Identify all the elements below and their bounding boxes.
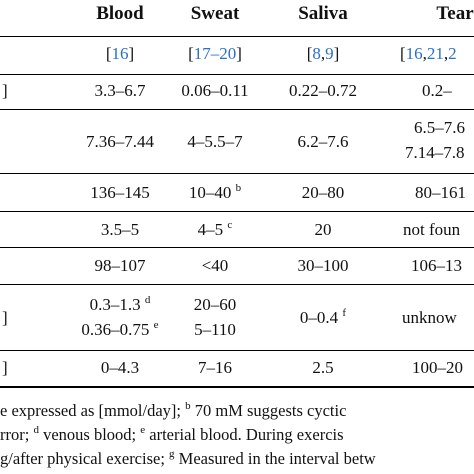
table-cell: not foun: [403, 220, 461, 239]
table-cell: 0.36–0.75 e: [60, 319, 180, 340]
column-header-sweat: Sweat: [190, 3, 240, 24]
table-cell: 3.3–6.7: [94, 81, 146, 100]
table-cell: 100–20: [412, 358, 463, 377]
ref-link[interactable]: 2: [448, 44, 457, 63]
cell-value: 0.36–0.75: [81, 320, 150, 339]
footnote-marker: b: [185, 400, 191, 412]
reference-saliva[interactable]: [8,9]: [306, 44, 340, 63]
table-cell: 5–110: [194, 320, 236, 339]
table-cell: 6.2–7.6: [297, 132, 349, 151]
table-cell: 20: [314, 220, 332, 239]
table-cell: 6.5–7.6: [414, 118, 465, 137]
footnote-marker: d: [33, 424, 39, 436]
footnote-marker: d: [144, 294, 151, 306]
table-cell: 7.36–7.44: [86, 132, 154, 151]
footnote-text: 70 mM suggests cyctic: [194, 401, 347, 420]
footnote-line-3: g/after physical exercise; g Measured in…: [0, 449, 376, 469]
footnote-text: Measured in the interval betw: [178, 449, 376, 468]
footnote-marker: e: [153, 319, 159, 331]
row-stub-1: ]: [2, 81, 8, 100]
reference-tear[interactable]: [16,21,2: [400, 44, 457, 63]
table-cell: 0.3–1.3 d: [60, 294, 180, 315]
table-cell: 4–5.5–7: [187, 132, 243, 151]
row-rule-5: [0, 284, 474, 285]
row-rule-4: [0, 247, 474, 248]
column-header-tear: Tear: [436, 3, 474, 24]
footnote-text: e expressed as [mmol/day];: [0, 401, 181, 420]
row-rule-6: [0, 350, 474, 351]
row-stub-6: ]: [2, 308, 8, 327]
table-cell: 4–5 c: [155, 219, 275, 240]
table-cell: 0–0.4 f: [263, 307, 383, 328]
table-cell: 3.5–5: [100, 220, 140, 239]
footnote-line-1: e expressed as [mmol/day]; b 70 mM sugge…: [0, 401, 346, 421]
table-cell: 0.22–0.72: [289, 81, 357, 100]
ref-link[interactable]: 16: [405, 44, 423, 63]
table-cell: 0.2–: [422, 81, 452, 100]
table-cell: 10–40 b: [155, 182, 275, 203]
cell-value: 4–5: [197, 220, 224, 239]
row-rule-2: [0, 173, 474, 174]
table-cell: 98–107: [94, 256, 146, 275]
footnote-marker: b: [235, 182, 242, 194]
row-rule-1: [0, 109, 474, 110]
table-cell: 20–60: [193, 295, 237, 314]
table-cell: 80–161: [415, 183, 466, 202]
footnote-text: venous blood;: [43, 425, 137, 444]
table-cell: 7.14–7.8: [405, 143, 465, 162]
column-header-saliva: Saliva: [298, 3, 348, 24]
footnote-line-2: rror; d venous blood; e arterial blood. …: [0, 425, 344, 445]
footnote-text: g/after physical exercise;: [0, 449, 165, 468]
table-cell: 136–145: [90, 183, 150, 202]
ref-link[interactable]: 9: [325, 44, 334, 63]
table-cell: 30–100: [297, 256, 349, 275]
footnote-marker: g: [169, 448, 175, 460]
table-cell: <40: [201, 256, 229, 275]
header-rule: [0, 36, 474, 37]
reference-sweat[interactable]: [17–20]: [188, 44, 242, 63]
reference-blood[interactable]: [16]: [105, 44, 135, 63]
ref-link[interactable]: 8: [312, 44, 321, 63]
cell-value: 0.3–1.3: [89, 295, 141, 314]
table-cell: 20–80: [301, 183, 345, 202]
refs-rule: [0, 74, 474, 75]
footnote-marker: e: [140, 424, 146, 436]
table-cell: unknow: [402, 308, 457, 327]
table-cell: 106–13: [411, 256, 462, 275]
table-cell: 0–4.3: [100, 358, 140, 377]
footnote-marker: f: [342, 307, 347, 319]
row-rule-3: [0, 211, 474, 212]
table-cell: 7–16: [198, 358, 232, 377]
cell-value: 10–40: [188, 183, 232, 202]
table-bottom-rule: [0, 386, 474, 388]
footnote-text: arterial blood. During exercis: [149, 425, 344, 444]
footnote-marker: c: [227, 219, 233, 231]
footnote-text: rror;: [0, 425, 30, 444]
table-cell: 2.5: [312, 358, 334, 377]
ref-link[interactable]: 17–20: [193, 44, 237, 63]
ref-link[interactable]: 21: [426, 44, 444, 63]
cell-value: 0–0.4: [299, 308, 339, 327]
column-header-blood: Blood: [96, 3, 144, 24]
table-cell: 0.06–0.11: [181, 81, 249, 100]
ref-link[interactable]: 16: [111, 44, 129, 63]
row-stub-7: ]: [2, 358, 8, 377]
